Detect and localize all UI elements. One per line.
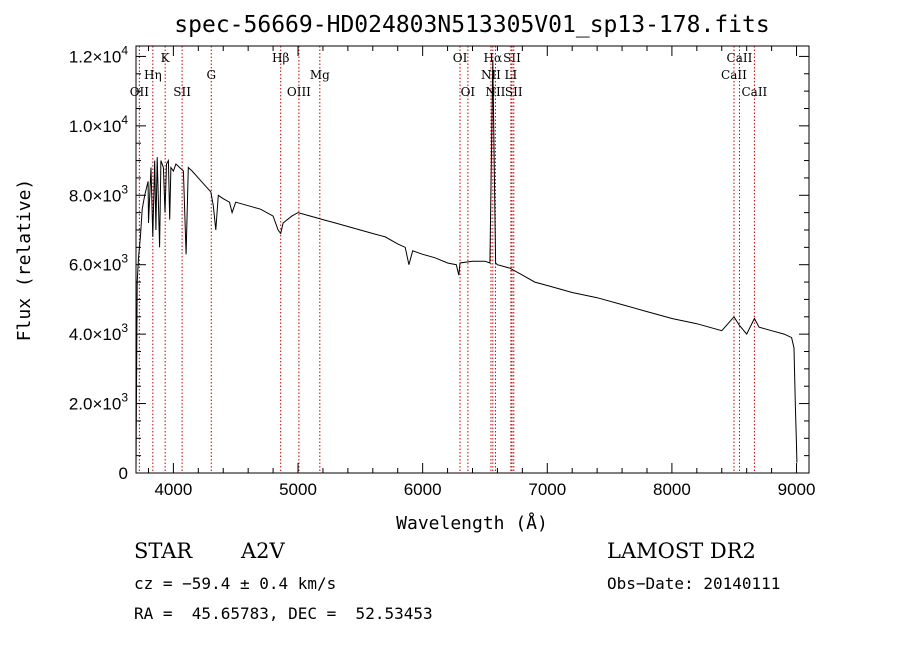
marker-label: K <box>161 51 171 65</box>
x-axis-ticks: 4000 5000 6000 7000 8000 9000 <box>147 46 816 499</box>
marker-label: OII <box>130 85 150 99</box>
marker-label: Hα <box>484 51 503 65</box>
y-axis-label: Flux (relative) <box>14 179 35 342</box>
marker-label: NII <box>481 68 501 82</box>
x-tick-label: 7000 <box>528 480 566 499</box>
marker-label: OI <box>461 85 476 99</box>
marker-label: OI <box>453 51 468 65</box>
y-tick-label: 8.0×103 <box>69 182 128 205</box>
spectrum-line <box>135 59 798 470</box>
y-tick-label: 1.0×104 <box>69 113 128 136</box>
x-tick-label: 9000 <box>778 480 816 499</box>
x-tick-label: 6000 <box>404 480 442 499</box>
object-class: STAR <box>134 539 193 563</box>
marker-label: G <box>206 68 216 82</box>
object-subclass: A2V <box>241 539 285 563</box>
marker-label: CaII <box>741 85 767 99</box>
x-axis-label: Wavelength (Å) <box>396 512 548 534</box>
marker-label: CaII <box>727 51 753 65</box>
redshift-velocity: cz = −59.4 ± 0.4 km/s <box>134 574 337 593</box>
x-tick-label: 5000 <box>279 480 317 499</box>
x-tick-label: 4000 <box>154 480 192 499</box>
marker-label: Hβ <box>272 51 289 65</box>
y-tick-label: 2.0×103 <box>69 391 128 414</box>
marker-label: SII <box>505 85 523 99</box>
marker-label: NII <box>485 85 505 99</box>
y-tick-label: 0 <box>119 464 128 483</box>
marker-label: SII <box>173 85 191 99</box>
marker-label: OIII <box>287 85 311 99</box>
y-tick-label: 4.0×103 <box>69 321 128 344</box>
observation-date: Obs−Date: 20140111 <box>607 574 781 593</box>
spectral-line-markers: OIIHηKSIIGHβOIIIMgOIOIHαNIINIISIILISIICa… <box>130 46 768 473</box>
marker-label: CaII <box>721 68 747 82</box>
y-tick-label: 1.2×104 <box>69 43 128 66</box>
spectrum-chart: spec-56669-HD024803N513305V01_sp13-178.f… <box>14 12 816 534</box>
sky-coordinates: RA = 45.65783, DEC = 52.53453 <box>134 604 433 623</box>
y-tick-label: 6.0×103 <box>69 252 128 275</box>
marker-label: SII <box>503 51 521 65</box>
x-tick-label: 8000 <box>653 480 691 499</box>
chart-title: spec-56669-HD024803N513305V01_sp13-178.f… <box>174 12 769 38</box>
marker-label: Hη <box>144 68 162 82</box>
y-axis-ticks: 0 2.0×103 4.0×103 6.0×103 8.0×103 1.0×104 1.2×… <box>69 43 809 483</box>
marker-label: Mg <box>310 68 330 82</box>
marker-label: LI <box>505 68 518 82</box>
plot-frame <box>135 45 810 474</box>
survey-name: LAMOST DR2 <box>607 539 756 563</box>
